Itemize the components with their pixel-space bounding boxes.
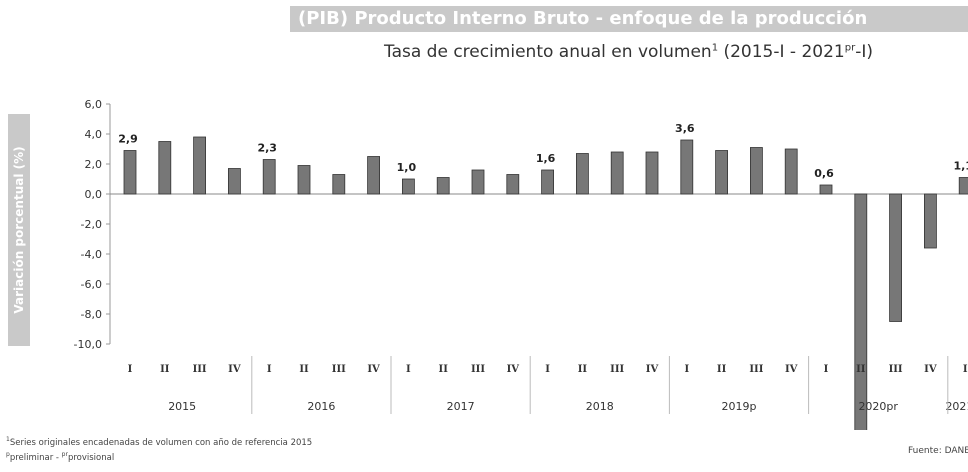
bar [193,136,207,195]
bar [576,153,589,195]
subtitle-note-mark: 1 [711,42,719,54]
y-tick-label: -10,0 [74,338,102,351]
x-tick-label: II [717,364,727,375]
x-tick-label: I [545,364,550,375]
x-tick-label: III [749,364,763,375]
bar [123,150,137,195]
bar [889,193,902,322]
bar [332,174,346,195]
x-tick-label: II [578,364,588,375]
x-tick-label: III [889,364,903,375]
footnote-1-mark: 1 [6,436,10,443]
x-tick-label: I [824,364,829,375]
bar [645,151,659,195]
footnote-2-text: preliminar - [9,452,62,463]
bar [784,148,798,195]
chart-title: (PIB) Producto Interno Bruto - enfoque d… [290,6,968,32]
footnote-3-mark: pr [61,450,68,458]
bar [715,150,728,195]
x-tick-label: I [128,364,133,375]
footnote-3-text: provisional [67,452,115,463]
x-tick-label: IV [228,364,241,375]
subtitle-range-end: -I) [855,42,873,62]
bar [262,159,276,195]
x-tick-label: IV [367,364,380,375]
y-tick-label: -6,0 [81,278,102,291]
data-label: 2,9 [118,133,138,146]
x-tick-label: III [610,364,624,375]
bar [924,193,937,249]
x-tick-label: IV [646,364,659,375]
data-label: 1,1 [953,160,968,173]
bar [367,156,381,195]
x-tick-label: IV [785,364,798,375]
bar [819,184,833,195]
x-tick-label: II [299,364,309,375]
x-tick-label: III [332,364,346,375]
subtitle-range-start: (2015-I - 2021 [718,42,845,62]
bar [680,139,694,195]
bar [227,168,241,195]
bar [506,174,520,195]
bar [610,151,624,195]
y-tick-label: -8,0 [81,308,102,321]
bar [471,169,485,195]
year-label: 2016 [307,400,335,413]
bar [297,165,311,195]
x-tick-label: II [439,364,449,375]
x-tick-label: II [160,364,170,375]
bar [436,177,450,195]
bar [750,147,763,195]
x-tick-label: IV [924,364,937,375]
x-tick-label: III [471,364,485,375]
year-label: 2015 [168,400,196,413]
data-label: 1,6 [536,152,556,165]
subtitle-range-sup: pr [844,42,856,54]
y-tick-label: 4,0 [85,128,103,141]
year-label: 2018 [586,400,614,413]
bar [541,169,554,195]
source-note: Fuente: DANE [908,446,968,456]
data-label: 3,6 [675,122,695,135]
y-axis-label-box [8,114,30,346]
bar [401,178,415,195]
y-tick-label: 0,0 [85,188,103,201]
y-tick-label: -4,0 [81,248,102,261]
data-label: 1,0 [397,161,417,174]
x-tick-label: IV [507,364,520,375]
y-tick-label: 6,0 [85,98,103,111]
year-label: 2020pr [858,400,898,413]
bar [854,193,868,430]
x-tick-label: I [684,364,689,375]
y-tick-label: 2,0 [85,158,103,171]
chart-subtitle: Tasa de crecimiento anual en volumen1 (2… [384,42,873,62]
bar-chart: 6,0 4,0 2,0 0,0 -2,0 -4,0 -6,0 -8,0 -10,0 2,9 2,3 1… [74,98,968,430]
footnote-1-text: Series originales encadenadas de volumen… [9,437,313,448]
subtitle-text: Tasa de crecimiento anual en volumen [384,42,712,62]
data-label: 0,6 [814,167,834,180]
footnote-2: ppreliminar - prprovisional [6,449,312,464]
year-label: 2019p [722,400,757,413]
x-tick-label: I [406,364,411,375]
footnotes: 1Series originales encadenadas de volume… [6,434,312,464]
y-tick-label: -2,0 [81,218,102,231]
x-tick-label: I [267,364,272,375]
data-label: 2,3 [257,142,277,155]
x-tick-label: III [193,364,207,375]
year-label: 2021pr [945,400,968,413]
footnote-1: 1Series originales encadenadas de volume… [6,434,312,449]
footnote-2-mark: p [6,450,10,458]
year-label: 2017 [447,400,475,413]
bar [958,177,968,195]
x-tick-label: II [856,364,866,375]
x-tick-label: I [963,364,968,375]
bar [158,141,172,195]
